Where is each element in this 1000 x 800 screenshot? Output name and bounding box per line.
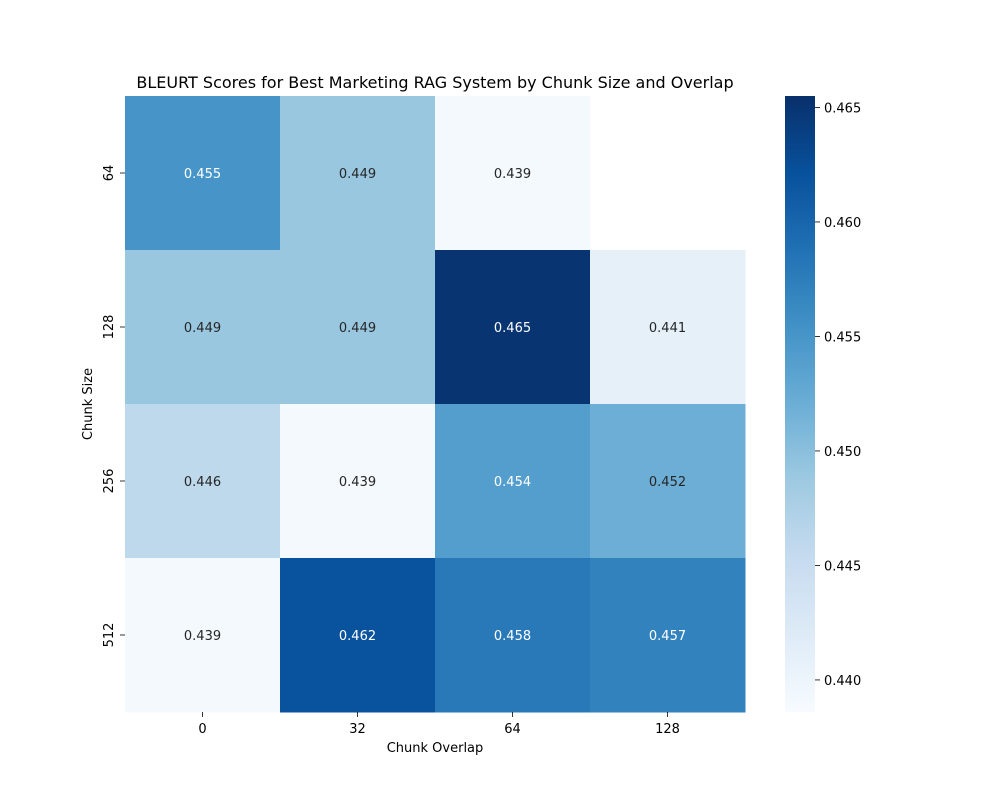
cell-value-label: 0.454 [494,475,531,490]
cell-value-label: 0.441 [649,321,686,336]
x-axis-label: Chunk Overlap [387,741,484,756]
cell-value-label: 0.439 [184,629,221,644]
heatmap-cell [590,250,746,405]
colorbar [785,96,815,712]
x-axis: 0 32 64 128 [198,712,680,737]
colorbar-tick-label: 0.440 [824,674,861,689]
heatmap-cell [280,250,436,405]
heatmap-cell [280,558,436,713]
heatmap-cell [125,558,281,713]
cell-value-label: 0.452 [649,475,686,490]
y-tick-label: 256 [102,469,117,494]
heatmap-cell [125,96,281,251]
x-tick-label: 64 [504,722,521,737]
heatmap-cell [280,404,436,559]
cell-value-label: 0.465 [494,321,531,336]
cell-value-label: 0.457 [649,629,686,644]
colorbar-tick-label: 0.450 [824,445,861,460]
heatmap-cell [125,404,281,559]
cell-value-label: 0.449 [339,167,376,182]
heatmap-cell [280,96,436,251]
heatmap-cell-labels: 0.455 0.449 0.439 0.449 0.449 0.465 0.441 0.446… [184,167,686,644]
heatmap-cell [435,404,591,559]
heatmap-cells [125,96,746,713]
colorbar-tick-label: 0.465 [824,101,861,116]
colorbar-tick-label: 0.445 [824,559,861,574]
heatmap-cell [590,558,746,713]
y-tick-label: 64 [102,165,117,182]
x-tick-label: 32 [349,722,366,737]
heatmap-cell [435,250,591,405]
cell-value-label: 0.446 [184,475,221,490]
heatmap-cell [435,558,591,713]
y-axis: 64 128 256 512 [102,165,125,648]
chart-title: BLEURT Scores for Best Marketing RAG Sys… [136,73,733,92]
cell-value-label: 0.439 [339,475,376,490]
heatmap-cell [125,250,281,405]
heatmap-cell [590,404,746,559]
y-tick-label: 512 [102,623,117,648]
colorbar-ticks: 0.440 0.445 0.450 0.455 0.460 0.465 [815,101,861,689]
x-tick-label: 0 [198,722,206,737]
x-tick-label: 128 [655,722,680,737]
colorbar-tick-label: 0.455 [824,330,861,345]
cell-value-label: 0.449 [184,321,221,336]
y-axis-label: Chunk Size [81,368,96,440]
y-tick-label: 128 [102,315,117,340]
cell-value-label: 0.462 [339,629,376,644]
colorbar-tick-label: 0.460 [824,216,861,231]
cell-value-label: 0.439 [494,167,531,182]
colorbar-gradient [785,96,815,712]
cell-value-label: 0.449 [339,321,376,336]
cell-value-label: 0.458 [494,629,531,644]
heatmap-cell [435,96,591,251]
cell-value-label: 0.455 [184,167,221,182]
